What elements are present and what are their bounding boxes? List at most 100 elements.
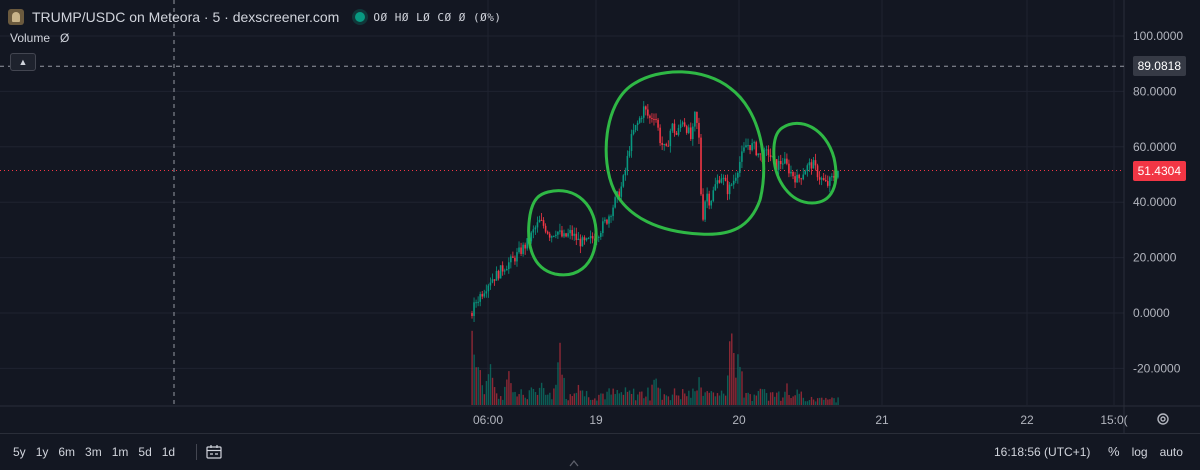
volume-bar: [473, 354, 475, 405]
volume-bar: [585, 390, 588, 405]
percent-scale-button[interactable]: %: [1108, 444, 1120, 459]
settings-gear-icon[interactable]: [1156, 412, 1170, 426]
volume-bar: [477, 367, 479, 405]
candle-body: [552, 235, 555, 237]
candle-body: [681, 122, 684, 125]
range-1y-button[interactable]: 1y: [35, 445, 49, 459]
volume-bar: [563, 377, 565, 405]
candle-body: [689, 127, 692, 140]
candle-body: [824, 180, 827, 182]
x-tick-label: 22: [1020, 413, 1034, 427]
volume-bar: [645, 396, 647, 405]
volume-bar: [684, 393, 686, 405]
candle-body: [722, 177, 725, 179]
chevron-up-icon: ▲: [18, 56, 28, 67]
range-5y-button[interactable]: 5y: [13, 445, 26, 459]
candle-body: [487, 285, 490, 292]
volume-bar: [579, 390, 582, 405]
volume-bar: [565, 398, 567, 405]
volume-bar: [767, 400, 770, 405]
candle-body: [781, 163, 784, 165]
volume-bar: [649, 400, 651, 405]
collapse-legend-button[interactable]: ▲: [10, 53, 36, 71]
auto-scale-button[interactable]: auto: [1159, 444, 1183, 459]
volume-bar: [657, 387, 659, 405]
candle-body: [618, 191, 621, 197]
time-range-group: 5y 1y 6m 3m 1m 5d 1d: [13, 445, 185, 459]
candle-body: [671, 123, 674, 131]
volume-bar: [555, 384, 557, 405]
volume-bar: [804, 401, 807, 405]
range-5d-button[interactable]: 5d: [138, 445, 152, 459]
volume-bar: [512, 392, 514, 405]
market-status-icon[interactable]: [355, 12, 366, 22]
candle-body: [829, 177, 831, 186]
candle-body: [704, 201, 706, 220]
candle-body: [653, 118, 655, 120]
volume-bar: [806, 401, 809, 405]
volume-bar: [618, 393, 621, 405]
candle-body: [632, 129, 635, 135]
candle-body: [837, 170, 839, 178]
range-6m-button[interactable]: 6m: [58, 445, 76, 459]
volume-bar: [536, 394, 539, 405]
volume-bar: [747, 392, 749, 405]
volume-bar: [778, 391, 780, 405]
volume-bar: [622, 394, 625, 405]
volume-bar: [679, 399, 682, 405]
candle-body: [777, 160, 780, 170]
candle-body: [608, 216, 610, 224]
volume-bar: [547, 394, 549, 405]
candle-body: [534, 227, 537, 230]
candle-body: [812, 160, 815, 169]
volume-bar: [485, 381, 488, 405]
volume-bar: [823, 399, 825, 405]
volume-bar: [575, 392, 578, 405]
candle-body: [728, 184, 731, 195]
candle-body: [471, 313, 473, 317]
candle-body: [540, 219, 543, 221]
candle-body: [518, 247, 520, 253]
volume-bar: [553, 388, 555, 405]
range-1d-button[interactable]: 1d: [161, 445, 176, 459]
volume-bar: [800, 391, 802, 405]
candle-body: [706, 193, 708, 202]
ohlc-values: OØ HØ LØ CØ Ø (Ø%): [373, 10, 502, 24]
candle-body: [614, 197, 616, 208]
candle-body: [573, 233, 576, 236]
volume-bar: [835, 402, 837, 405]
x-tick-label: 19: [589, 413, 603, 427]
y-tick-label: 0.0000: [1133, 306, 1170, 320]
candle-body: [638, 118, 641, 123]
calendar-icon[interactable]: [206, 444, 222, 459]
volume-bar: [587, 397, 590, 405]
candle-body: [636, 122, 639, 126]
volume-bar: [808, 399, 811, 405]
candle-body: [753, 142, 755, 144]
clock-timezone[interactable]: 16:18:56 (UTC+1): [994, 445, 1091, 459]
range-3m-button[interactable]: 3m: [85, 445, 102, 459]
volume-bar: [765, 393, 768, 405]
volume-bar: [514, 391, 516, 405]
toolbar-divider: [196, 444, 197, 460]
expand-panel-icon[interactable]: [569, 459, 579, 467]
volume-bar: [812, 399, 815, 405]
candle-body: [491, 279, 494, 283]
volume-bar: [549, 392, 551, 405]
candle-body: [499, 265, 502, 279]
y-tick-label: -20.0000: [1133, 361, 1181, 375]
price-chart[interactable]: 100.0000 80.0000 60.0000 40.0000 20.0000 0.00…: [0, 0, 1200, 433]
candle-body: [816, 165, 819, 178]
volume-bar: [571, 396, 573, 405]
volume-bar: [700, 387, 702, 405]
volume-bar: [771, 392, 774, 405]
volume-bar: [634, 400, 637, 405]
range-1m-button[interactable]: 1m: [111, 445, 129, 459]
volume-bar: [686, 396, 688, 405]
volume-legend: Volume Ø: [10, 31, 69, 45]
volume-bar: [829, 399, 831, 405]
candle-body: [575, 233, 578, 241]
candle-body: [640, 117, 643, 119]
log-scale-button[interactable]: log: [1131, 444, 1148, 459]
candle-body: [714, 184, 717, 191]
